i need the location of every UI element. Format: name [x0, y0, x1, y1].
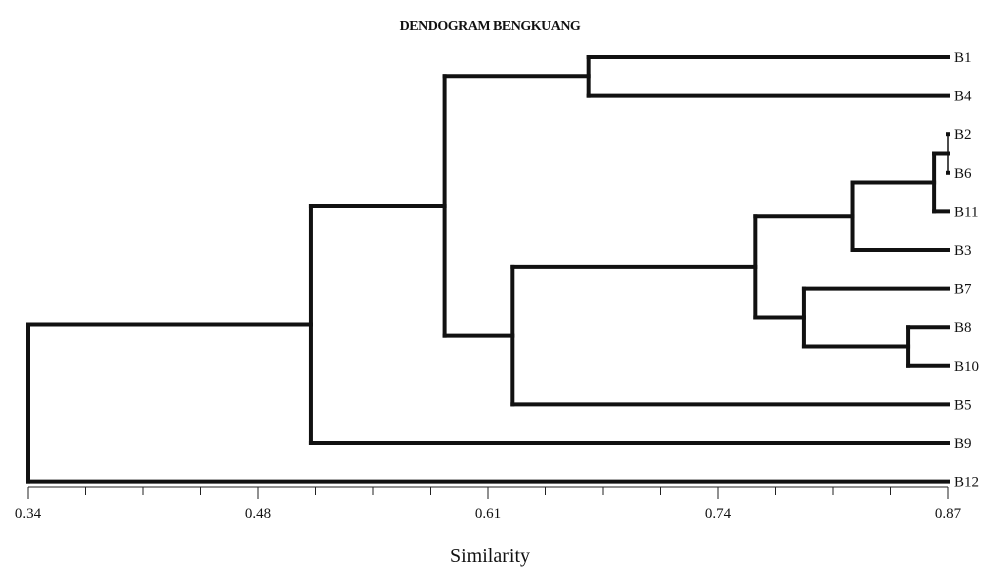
x-tick-label: 0.74	[705, 506, 732, 522]
x-axis-label: Similarity	[450, 545, 530, 567]
leaf-label: B1	[954, 50, 972, 66]
leaf-label: B9	[954, 436, 972, 452]
chart-title: DENDOGRAM BENGKUANG	[400, 19, 581, 34]
x-tick-label: 0.87	[935, 506, 962, 522]
leaf-label: B11	[954, 204, 978, 220]
leaf-label: B2	[954, 127, 972, 143]
leaf-label: B5	[954, 397, 972, 413]
leaf-label: B8	[954, 320, 972, 336]
leaf-label: B10	[954, 359, 979, 375]
leaf-label: B6	[954, 166, 972, 182]
dendrogram-branches	[26, 55, 950, 484]
x-axis: 0.34 0.48 0.61 0.74 0.87	[15, 486, 962, 522]
leaf-label: B3	[954, 243, 972, 259]
leaf-label: B4	[954, 89, 972, 105]
leaf-label: B12	[954, 475, 979, 491]
x-tick-label: 0.48	[245, 506, 271, 522]
x-tick-label: 0.34	[15, 506, 42, 522]
leaf-labels: B1 B4 B2 B6 B11 B3 B7 B8 B10 B5 B9 B12	[954, 50, 979, 491]
x-tick-label: 0.61	[475, 506, 501, 522]
leaf-label: B7	[954, 282, 972, 298]
